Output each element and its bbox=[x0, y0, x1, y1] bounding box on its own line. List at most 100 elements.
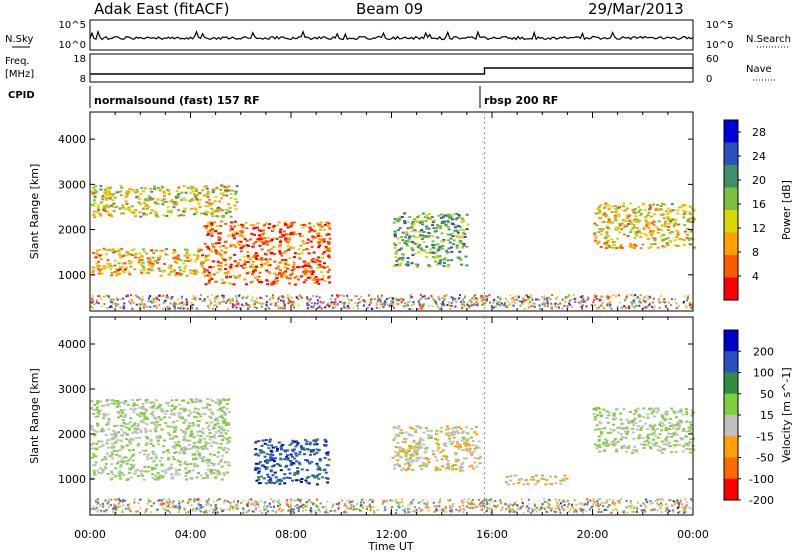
power-echo-cell bbox=[410, 247, 413, 249]
velocity-noise-cell bbox=[110, 504, 112, 506]
power-echo-cell bbox=[604, 205, 607, 207]
velocity-echo-cell bbox=[131, 399, 134, 401]
power-echo-cell bbox=[298, 233, 301, 235]
power-echo-cell bbox=[452, 223, 455, 225]
power-echo-cell bbox=[312, 279, 315, 281]
power-echo-cell bbox=[114, 197, 117, 199]
power-echo-cell bbox=[131, 254, 134, 256]
power-echo-cell bbox=[623, 233, 626, 235]
power-echo-cell bbox=[657, 228, 660, 230]
power-echo-cell bbox=[413, 218, 416, 220]
power-echo-cell bbox=[649, 246, 652, 248]
velocity-noise-cell bbox=[633, 507, 635, 509]
velocity-echo-cell bbox=[172, 456, 175, 458]
velocity-echo-cell bbox=[186, 463, 189, 465]
power-noise-cell bbox=[428, 297, 430, 299]
velocity-noise-cell bbox=[102, 506, 104, 508]
power-noise-cell bbox=[557, 304, 559, 306]
power-echo-cell bbox=[258, 245, 261, 247]
power-echo-cell bbox=[280, 260, 283, 262]
velocity-echo-cell bbox=[133, 473, 136, 475]
power-echo-cell bbox=[595, 224, 598, 226]
power-echo-cell bbox=[463, 243, 466, 245]
power-echo-cell bbox=[311, 273, 314, 275]
power-noise-cell bbox=[270, 297, 272, 299]
power-echo-cell bbox=[207, 193, 210, 195]
velocity-noise-cell bbox=[395, 512, 397, 514]
velocity-echo-cell bbox=[155, 456, 158, 458]
velocity-echo-cell bbox=[172, 446, 175, 448]
velocity-noise-cell bbox=[575, 504, 577, 506]
velocity-noise-cell bbox=[470, 507, 472, 509]
power-echo-cell bbox=[247, 261, 250, 263]
power-echo-cell bbox=[230, 193, 233, 195]
velocity-echo-cell bbox=[172, 421, 175, 423]
velocity-noise-cell bbox=[494, 500, 496, 502]
velocity-noise-cell bbox=[558, 499, 560, 501]
power-echo-cell bbox=[274, 279, 277, 281]
power-echo-cell bbox=[611, 205, 614, 207]
velocity-echo-cell bbox=[280, 469, 283, 471]
power-echo-cell bbox=[456, 247, 459, 249]
power-noise-cell bbox=[216, 306, 218, 308]
velocity-echo-cell bbox=[205, 441, 208, 443]
velocity-noise-cell bbox=[522, 502, 524, 504]
power-noise-cell bbox=[652, 302, 654, 304]
power-noise-cell bbox=[387, 304, 389, 306]
power-echo-cell bbox=[675, 236, 678, 238]
power-echo-cell bbox=[131, 205, 134, 207]
velocity-noise-cell bbox=[97, 501, 99, 503]
velocity-noise-cell bbox=[97, 498, 99, 500]
power-echo-cell bbox=[416, 266, 419, 268]
power-echo-cell bbox=[107, 259, 110, 261]
power-echo-cell bbox=[243, 278, 246, 280]
velocity-echo-cell bbox=[142, 406, 145, 408]
velocity-echo-cell bbox=[220, 432, 223, 434]
power-echo-cell bbox=[223, 282, 226, 284]
power-noise-cell bbox=[610, 296, 612, 298]
velocity-noise-cell bbox=[289, 506, 291, 508]
power-echo-cell bbox=[201, 265, 204, 267]
velocity-echo-cell bbox=[139, 470, 142, 472]
velocity-echo-cell bbox=[193, 442, 196, 444]
power-noise-cell bbox=[451, 302, 453, 304]
power-echo-cell bbox=[604, 203, 607, 205]
velocity-echo-cell bbox=[440, 431, 443, 433]
power-echo-cell bbox=[210, 222, 213, 224]
power-echo-cell bbox=[309, 271, 312, 273]
power-echo-cell bbox=[149, 197, 152, 199]
velocity-echo-cell bbox=[566, 478, 569, 480]
velocity-noise-cell bbox=[250, 503, 252, 505]
power-echo-cell bbox=[284, 240, 287, 242]
power-echo-cell bbox=[326, 222, 329, 224]
power-echo-cell bbox=[438, 215, 441, 217]
power-noise-cell bbox=[127, 295, 129, 297]
power-echo-cell bbox=[298, 253, 301, 255]
velocity-noise-cell bbox=[384, 506, 386, 508]
velocity-noise-cell bbox=[370, 499, 372, 501]
power-noise-cell bbox=[327, 303, 329, 305]
power-noise-cell bbox=[402, 305, 404, 307]
velocity-echo-cell bbox=[278, 483, 281, 485]
power-echo-cell bbox=[653, 213, 656, 215]
power-noise-cell bbox=[574, 298, 576, 300]
velocity-echo-cell bbox=[225, 432, 228, 434]
power-echo-cell bbox=[629, 231, 632, 233]
power-noise-cell bbox=[568, 294, 570, 296]
velocity-echo-cell bbox=[219, 402, 222, 404]
power-echo-cell bbox=[159, 255, 162, 257]
velocity-noise-cell bbox=[360, 502, 362, 504]
power-echo-cell bbox=[176, 190, 179, 192]
velocity-echo-cell bbox=[157, 472, 160, 474]
power-noise-cell bbox=[443, 299, 445, 301]
power-noise-cell bbox=[186, 304, 188, 306]
power-echo-cell bbox=[308, 222, 311, 224]
velocity-noise-cell bbox=[196, 507, 198, 509]
power-echo-cell bbox=[458, 240, 461, 242]
power-echo-cell bbox=[312, 271, 315, 273]
velocity-echo-cell bbox=[173, 408, 176, 410]
power-echo-cell bbox=[99, 189, 102, 191]
power-noise-cell bbox=[436, 303, 438, 305]
velocity-noise-cell bbox=[373, 510, 375, 512]
velocity-echo-cell bbox=[137, 445, 140, 447]
